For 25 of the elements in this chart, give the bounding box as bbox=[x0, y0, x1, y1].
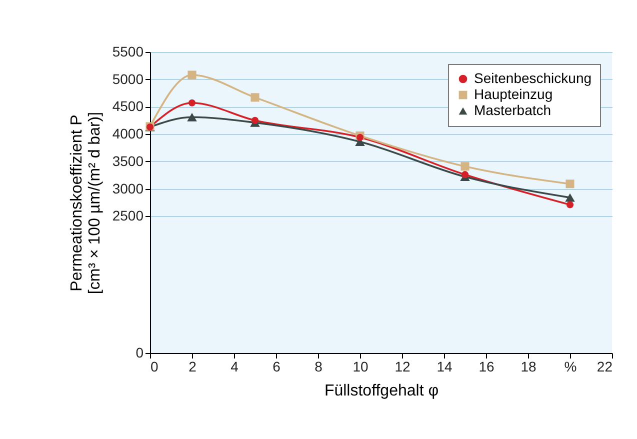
legend-label: Haupteinzug bbox=[474, 86, 553, 102]
legend-label: Seitenbeschickung bbox=[474, 70, 592, 86]
x-tick-label: % bbox=[564, 358, 577, 374]
x-tick-label: 12 bbox=[394, 358, 410, 374]
y-tick-label: 4500 bbox=[112, 98, 144, 114]
x-tick-label: 0 bbox=[150, 358, 158, 374]
y-tick-label: 2500 bbox=[112, 208, 144, 224]
y-tick-label: 3000 bbox=[112, 180, 144, 196]
x-tick-label: 18 bbox=[520, 358, 536, 374]
legend-label: Masterbatch bbox=[474, 102, 552, 118]
x-tick-label: 22 bbox=[596, 358, 613, 374]
x-tick-label: 4 bbox=[230, 358, 239, 374]
y-tick-label: 5000 bbox=[112, 70, 144, 87]
x-tick-label: 10 bbox=[352, 358, 368, 374]
y-tick-label: 5500 bbox=[112, 44, 144, 60]
y-tick-label: 4000 bbox=[112, 126, 144, 142]
y-tick-label: 0 bbox=[136, 344, 144, 360]
x-tick-label: 16 bbox=[478, 358, 494, 374]
x-tick-label: 6 bbox=[272, 358, 281, 374]
x-tick-label: 8 bbox=[314, 358, 323, 374]
x-tick-label: 2 bbox=[188, 358, 197, 374]
x-tick-label: 14 bbox=[436, 358, 452, 374]
y-tick-label: 3500 bbox=[112, 152, 144, 169]
y-axis-title: Permeationskoeffizient P [cm³ × 100 µm/(m² d bar)] bbox=[68, 112, 104, 294]
x-axis-title: Füllstoffgehalt φ bbox=[324, 382, 439, 400]
